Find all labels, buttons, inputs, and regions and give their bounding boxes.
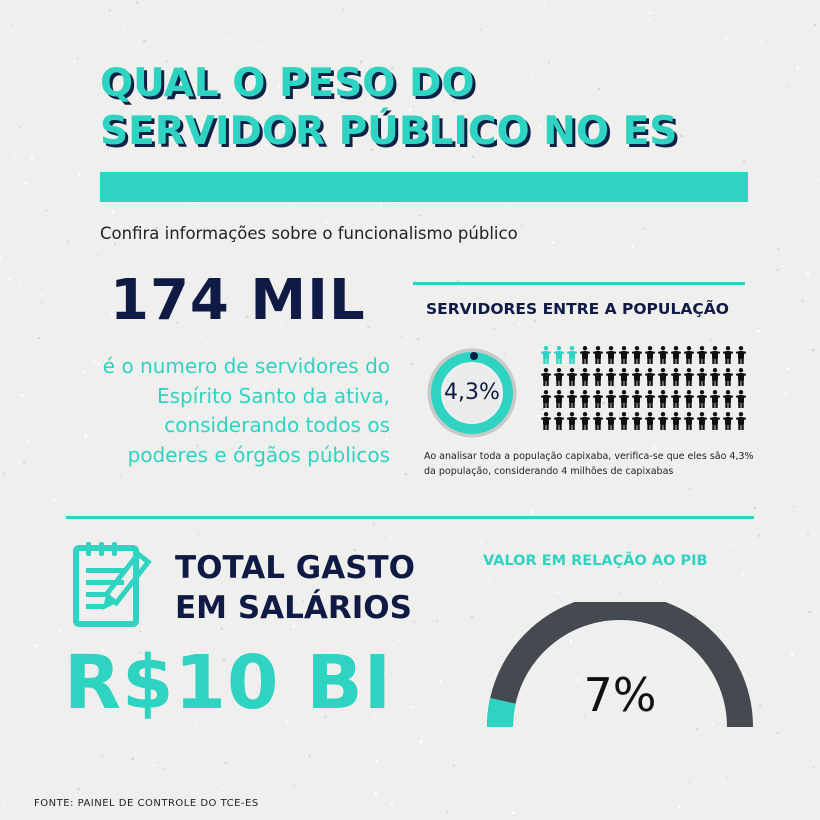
person-icon (567, 390, 577, 408)
person-icon (554, 368, 564, 386)
spending-heading-line-2: EM SALÁRIOS (175, 590, 412, 626)
source-credit: FONTE: PAINEL DE CONTROLE DO TCE-ES (34, 798, 259, 809)
person-icon (671, 390, 681, 408)
subtitle: Confira informações sobre o funcionalism… (100, 224, 518, 243)
gauge-track (487, 602, 753, 728)
person-icon (684, 412, 694, 430)
person-icon (723, 368, 733, 386)
section-divider-top-right (413, 282, 745, 285)
person-icon (580, 412, 590, 430)
page-title-line-2: SERVIDOR PÚBLICO NO ES (100, 109, 678, 154)
person-icon (567, 368, 577, 386)
person-icon (710, 390, 720, 408)
person-icon (632, 412, 642, 430)
person-icon (645, 412, 655, 430)
person-icon (606, 412, 616, 430)
person-icon (593, 412, 603, 430)
person-icon (645, 368, 655, 386)
person-icon (684, 346, 694, 364)
person-icon (619, 346, 629, 364)
person-icon (710, 368, 720, 386)
person-icon (619, 390, 629, 408)
person-icon (671, 346, 681, 364)
person-icon (606, 368, 616, 386)
page-title: QUAL O PESO DO SERVIDOR PÚBLICO NO ES (100, 60, 677, 156)
person-icon (684, 390, 694, 408)
page-title-line-1: QUAL O PESO DO (100, 61, 475, 106)
spending-value: R$10 BI (64, 640, 393, 726)
person-icon (606, 346, 616, 364)
person-icon (671, 412, 681, 430)
person-icon (645, 390, 655, 408)
servants-count: 174 MIL (110, 268, 366, 333)
person-icon (658, 412, 668, 430)
person-icon (619, 412, 629, 430)
title-underline-bar (100, 172, 748, 202)
person-icon (736, 346, 746, 364)
person-icon (567, 346, 577, 364)
person-icon (736, 412, 746, 430)
person-icon (554, 390, 564, 408)
person-icon (658, 368, 668, 386)
person-icon (697, 390, 707, 408)
person-icon (619, 368, 629, 386)
person-icon (567, 412, 577, 430)
person-icon (580, 368, 590, 386)
person-icon (645, 346, 655, 364)
person-icon (541, 368, 551, 386)
population-pictogram (541, 346, 746, 430)
person-icon (632, 368, 642, 386)
person-icon (593, 368, 603, 386)
person-icon (541, 412, 551, 430)
person-icon (554, 412, 564, 430)
spending-heading: TOTAL GASTO EM SALÁRIOS (175, 548, 415, 628)
person-icon (710, 412, 720, 430)
person-icon (736, 390, 746, 408)
person-icon (606, 390, 616, 408)
person-icon (593, 346, 603, 364)
person-icon (541, 346, 551, 364)
person-icon (723, 346, 733, 364)
person-icon (658, 390, 668, 408)
person-icon (736, 368, 746, 386)
population-percent-label: 4,3% (444, 380, 500, 405)
pib-percent-label: 7% (583, 668, 657, 722)
person-icon (593, 390, 603, 408)
person-icon (632, 346, 642, 364)
person-icon (710, 346, 720, 364)
person-icon (541, 390, 551, 408)
pib-gauge (487, 602, 753, 728)
ring-marker-dot (470, 352, 478, 360)
person-icon (697, 346, 707, 364)
person-icon (697, 368, 707, 386)
person-icon (580, 346, 590, 364)
population-heading: SERVIDORES ENTRE A POPULAÇÃO (426, 300, 729, 318)
notepad-pencil-icon (73, 542, 152, 627)
person-icon (723, 390, 733, 408)
person-icon (658, 346, 668, 364)
person-icon (671, 368, 681, 386)
population-percent-ring (427, 348, 517, 438)
ring-center (443, 364, 501, 422)
person-icon (580, 390, 590, 408)
person-icon (723, 412, 733, 430)
gauge-fill (487, 697, 516, 728)
population-note: Ao analisar toda a população capixaba, v… (424, 451, 754, 477)
servants-description: é o numero de servidores do Espírito San… (102, 354, 390, 467)
person-icon (632, 390, 642, 408)
pib-heading: VALOR EM RELAÇÃO AO PIB (483, 553, 708, 569)
person-icon (684, 368, 694, 386)
person-icon (697, 412, 707, 430)
section-divider-middle (66, 516, 754, 519)
person-icon (554, 346, 564, 364)
spending-heading-line-1: TOTAL GASTO (175, 550, 416, 586)
